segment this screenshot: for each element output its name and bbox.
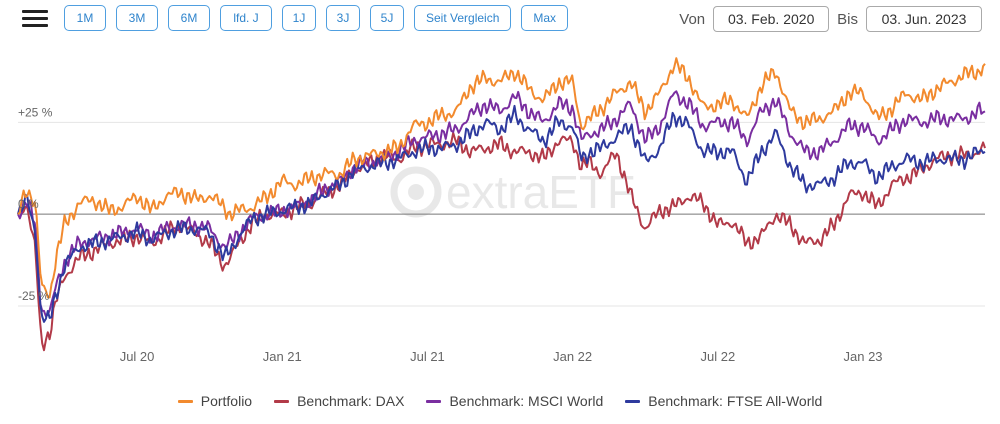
range-button-ytd[interactable]: lfd. J: [220, 5, 272, 31]
watermark: extraETF: [390, 166, 635, 218]
menu-icon[interactable]: [22, 6, 48, 32]
range-button-3m[interactable]: 3M: [116, 5, 158, 31]
range-button-max[interactable]: Max: [521, 5, 569, 31]
series-line-3: [17, 104, 986, 323]
range-button-5y[interactable]: 5J: [370, 5, 404, 31]
legend-item-3[interactable]: Benchmark: FTSE All-World: [625, 393, 822, 409]
range-button-1m[interactable]: 1M: [64, 5, 106, 31]
x-tick-label: Jul 22: [700, 349, 735, 364]
range-selector: 1M 3M 6M lfd. J 1J 3J 5J Seit Vergleich …: [64, 5, 569, 31]
date-range: Von Bis: [671, 6, 982, 32]
y-axis-labels: +25 % 0 % -25 %: [18, 105, 53, 303]
range-button-since-comparison[interactable]: Seit Vergleich: [414, 5, 512, 31]
y-tick-label: +25 %: [18, 105, 53, 119]
x-tick-label: Jul 20: [120, 349, 155, 364]
legend-item-1[interactable]: Benchmark: DAX: [274, 393, 404, 409]
y-tick-label: -25 %: [18, 289, 50, 303]
legend-label: Portfolio: [200, 393, 253, 409]
legend: Portfolio Benchmark: DAX Benchmark: MSCI W…: [0, 393, 1000, 409]
legend-label: Benchmark: DAX: [297, 393, 405, 409]
legend-swatch: [274, 399, 290, 403]
performance-chart: extraETF +25 %0 %-25 % Jul 20 Jan 21 Jul 2…: [17, 57, 986, 364]
range-button-6m[interactable]: 6M: [168, 5, 210, 31]
watermark-text: extraETF: [446, 166, 635, 218]
to-label: Bis: [837, 10, 858, 28]
x-tick-label: Jul 21: [410, 349, 445, 364]
from-label: Von: [679, 10, 706, 28]
range-button-1y[interactable]: 1J: [282, 5, 316, 31]
x-tick-label: Jan 23: [844, 349, 883, 364]
from-date-input[interactable]: [713, 6, 830, 32]
x-tick-label: Jan 21: [263, 349, 302, 364]
legend-swatch: [426, 399, 442, 403]
legend-swatch: [625, 399, 641, 403]
series-line-0: [17, 57, 986, 299]
x-tick-label: Jan 22: [553, 349, 592, 364]
watermark-logo-icon: [390, 166, 442, 218]
to-date-input[interactable]: [866, 6, 982, 32]
legend-label: Benchmark: MSCI World: [449, 393, 604, 409]
legend-item-0[interactable]: Portfolio: [177, 393, 253, 409]
y-tick-label: 0 %: [18, 197, 39, 211]
series-lines: [17, 57, 986, 352]
legend-swatch: [177, 399, 193, 403]
series-line-2: [17, 90, 986, 318]
range-button-3y[interactable]: 3J: [326, 5, 360, 31]
x-axis-labels: Jul 20 Jan 21 Jul 21 Jan 22 Jul 22 Jan 23: [120, 349, 883, 364]
watermark-logo-dot-icon: [408, 184, 424, 200]
legend-item-2[interactable]: Benchmark: MSCI World: [426, 393, 603, 409]
legend-label: Benchmark: FTSE All-World: [648, 393, 823, 409]
